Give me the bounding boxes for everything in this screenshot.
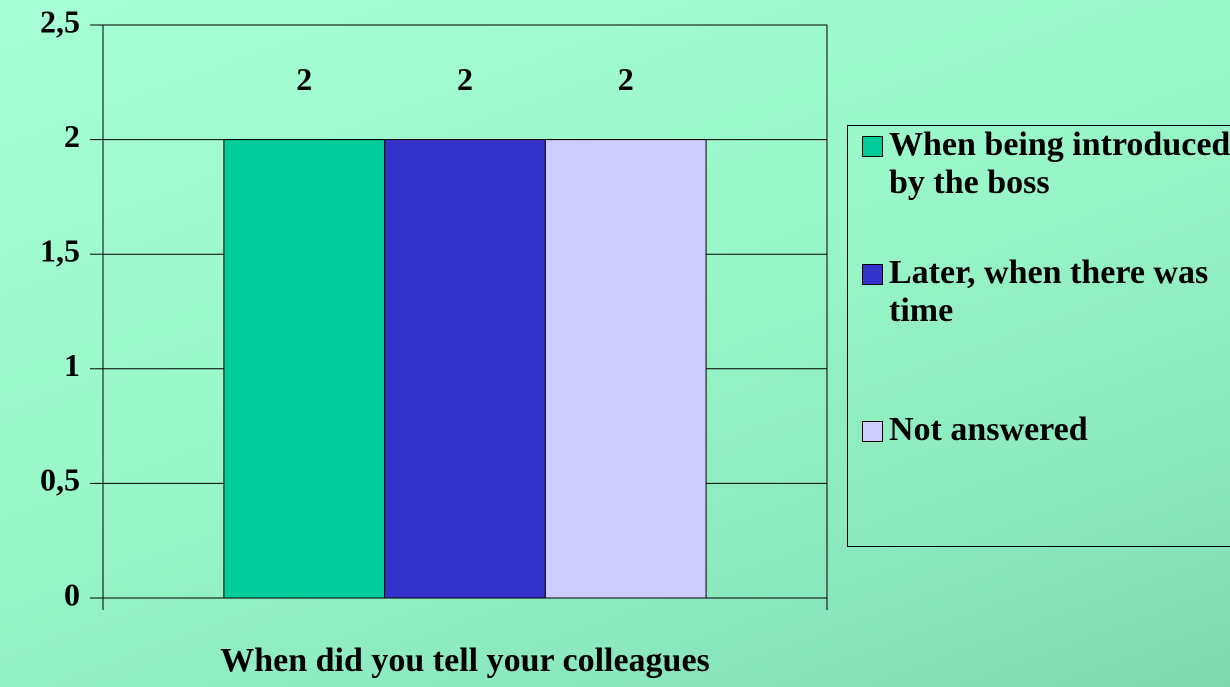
bar [223,139,386,599]
legend-swatch [862,136,883,157]
data-label: 2 [457,61,473,97]
legend-label: Later, when there was time [889,254,1209,329]
legend-label: Not answered [889,411,1088,448]
legend: When being introduced by the boss Later, … [847,125,1230,547]
y-tick-label: 0 [64,576,80,612]
y-tick-label: 1,5 [40,233,80,269]
x-axis-label: When did you tell your colleagues [220,642,710,679]
legend-label: When being introduced by the boss [889,126,1230,201]
y-tick-label: 2,5 [40,3,80,39]
y-tick-label: 1 [64,347,80,383]
data-label: 2 [296,61,312,97]
y-tick-label: 2 [64,118,80,154]
y-tick-label: 0,5 [40,462,80,498]
bar [384,139,546,599]
data-label: 2 [618,61,634,97]
legend-swatch [862,264,883,285]
bar [544,139,707,599]
legend-swatch [862,421,883,442]
